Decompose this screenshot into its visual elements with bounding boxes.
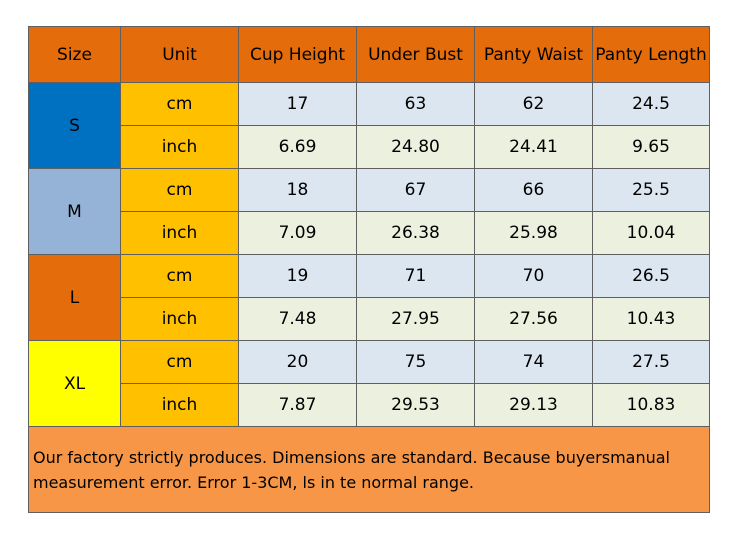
panty-waist-cell: 24.41 [474,125,593,169]
header-panty-length: Panty Length [592,26,710,83]
size-label-m: M [28,168,121,255]
panty-waist-cell: 70 [474,254,593,298]
unit-cell: cm [120,254,239,298]
panty-waist-cell: 25.98 [474,211,593,255]
unit-cell: cm [120,168,239,212]
panty-length-cell: 26.5 [592,254,710,298]
under-bust-cell: 63 [356,82,475,126]
cup-height-cell: 20 [238,340,357,384]
panty-length-cell: 10.83 [592,383,710,427]
cup-height-cell: 6.69 [238,125,357,169]
header-unit: Unit [120,26,239,83]
under-bust-cell: 67 [356,168,475,212]
measurement-note: Our factory strictly produces. Dimension… [28,426,710,513]
header-cup-height: Cup Height [238,26,357,83]
panty-waist-cell: 29.13 [474,383,593,427]
under-bust-cell: 24.80 [356,125,475,169]
cup-height-cell: 7.87 [238,383,357,427]
header-row: Size Unit Cup Height Under Bust Panty Wa… [28,26,710,83]
panty-length-cell: 24.5 [592,82,710,126]
under-bust-cell: 26.38 [356,211,475,255]
cup-height-cell: 19 [238,254,357,298]
size-label-xl: XL [28,340,121,427]
header-under-bust: Under Bust [356,26,475,83]
panty-waist-cell: 62 [474,82,593,126]
table-row: XL cm 20 75 74 27.5 [28,340,710,427]
unit-cell: cm [120,82,239,126]
table-row: inch 7.48 27.95 27.56 10.43 [29,297,710,341]
header-panty-waist: Panty Waist [474,26,593,83]
under-bust-cell: 75 [356,340,475,384]
cup-height-cell: 7.48 [238,297,357,341]
note-row: Our factory strictly produces. Dimension… [28,426,710,513]
unit-cell: inch [120,125,239,169]
panty-length-cell: 10.04 [592,211,710,255]
header-size: Size [28,26,121,83]
panty-waist-cell: 66 [474,168,593,212]
cup-height-cell: 7.09 [238,211,357,255]
table-row: L cm 19 71 70 26.5 [28,254,710,341]
under-bust-cell: 71 [356,254,475,298]
size-chart-table: Size Unit Cup Height Under Bust Panty Wa… [28,26,710,513]
size-label-s: S [28,82,121,169]
unit-cell: inch [120,297,239,341]
table-row: S cm 17 63 62 24.5 [28,82,710,169]
unit-cell: cm [120,340,239,384]
panty-length-cell: 9.65 [592,125,710,169]
unit-cell: inch [120,383,239,427]
table-row: inch 7.09 26.38 25.98 10.04 [29,211,710,255]
panty-waist-cell: 74 [474,340,593,384]
under-bust-cell: 29.53 [356,383,475,427]
unit-cell: inch [120,211,239,255]
under-bust-cell: 27.95 [356,297,475,341]
cup-height-cell: 17 [238,82,357,126]
panty-length-cell: 10.43 [592,297,710,341]
panty-waist-cell: 27.56 [474,297,593,341]
table-row: inch 6.69 24.80 24.41 9.65 [29,125,710,169]
size-label-l: L [28,254,121,341]
table-row: inch 7.87 29.53 29.13 10.83 [29,383,710,427]
cup-height-cell: 18 [238,168,357,212]
panty-length-cell: 25.5 [592,168,710,212]
table-row: M cm 18 67 66 25.5 [28,168,710,255]
panty-length-cell: 27.5 [592,340,710,384]
